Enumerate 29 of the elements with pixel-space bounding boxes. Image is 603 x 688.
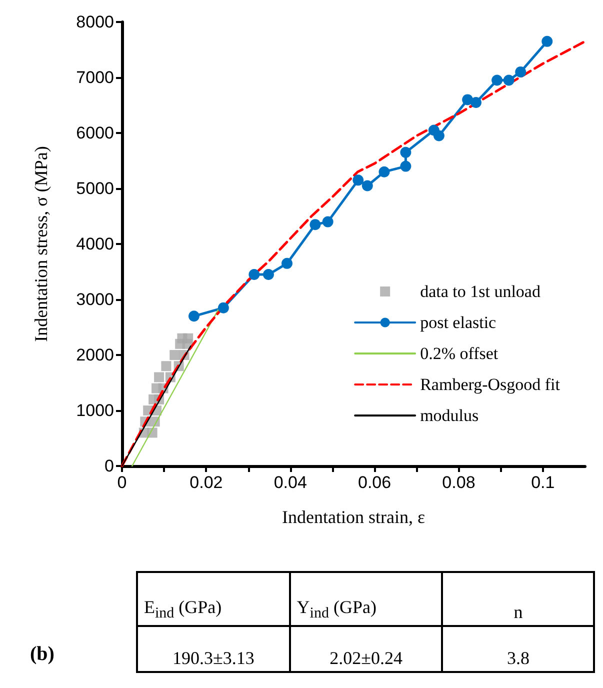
legend-label: data to 1st unload <box>420 282 541 301</box>
x-tick-label: 0 <box>117 473 127 492</box>
text: n <box>442 572 594 626</box>
y-tick-label: 0 <box>104 456 114 476</box>
text: (b) <box>30 643 54 666</box>
legend-label: Ramberg-Osgood fit <box>420 375 560 394</box>
y-axis-title: Indentation stress, σ (MPa) <box>31 146 51 342</box>
y-tick-label: 1000 <box>76 401 114 420</box>
text: 3.8 <box>442 626 594 672</box>
text: 2.02±0.24 <box>290 626 442 672</box>
y-tick-label: 4000 <box>76 234 114 254</box>
x-tick-label: 0.02 <box>190 473 223 492</box>
y-tick-label: 6000 <box>76 124 114 142</box>
y-tick-label: 3000 <box>76 290 114 309</box>
text: E$_{ind}$ (GPa) <box>137 572 290 626</box>
text: 190.3±3.13 <box>137 626 290 672</box>
x-tick-label: 0.08 <box>442 473 476 492</box>
text: Y$_{ind}$ (GPa) <box>290 572 442 626</box>
y-tick-label: 5000 <box>76 179 114 198</box>
y-tick-label: 8000 <box>76 12 114 32</box>
legend-label: 0.2% offset <box>420 344 498 363</box>
x-axis-title: Indentation strain, ε <box>282 507 426 527</box>
x-tick-label: 0.06 <box>358 473 392 492</box>
x-tick-label: 0.04 <box>274 473 307 492</box>
y-tick-label: 2000 <box>76 346 114 364</box>
legend-label: post elastic <box>420 313 497 332</box>
x-tick-label: 0.1 <box>531 473 555 492</box>
y-tick-label: 7000 <box>76 68 114 87</box>
legend-label: modulus <box>420 406 479 425</box>
